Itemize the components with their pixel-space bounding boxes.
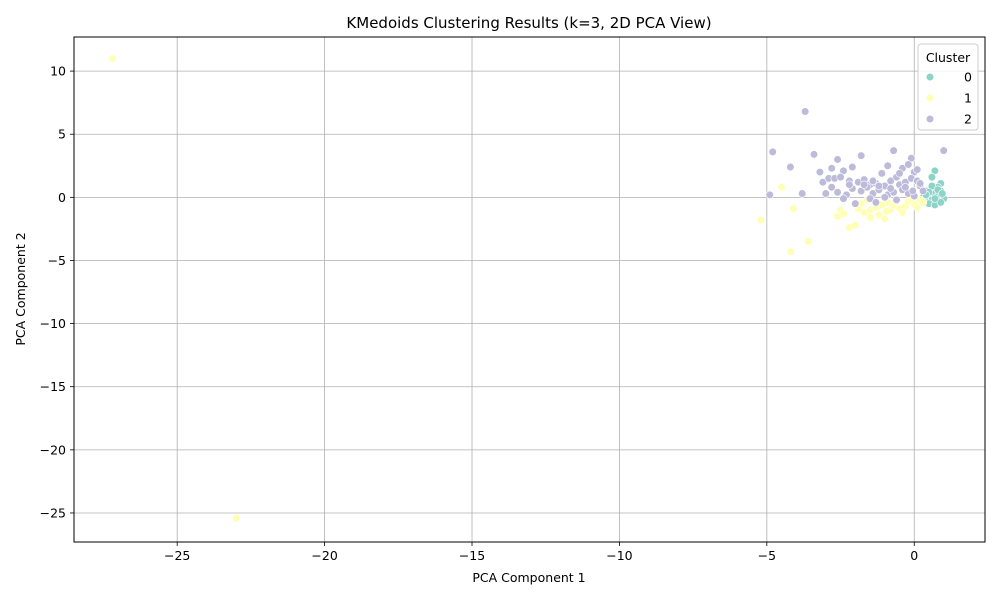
x-axis-label: PCA Component 1 [472, 570, 585, 585]
data-point-cluster-2 [821, 189, 830, 198]
y-tick-label: −10 [40, 316, 66, 331]
plot-frame [73, 36, 986, 543]
data-point-cluster-2 [798, 189, 807, 198]
data-point-cluster-2 [892, 195, 901, 204]
y-tick-label: −5 [48, 253, 66, 268]
y-tick-label: −20 [40, 442, 66, 457]
x-tick-label: −15 [459, 548, 485, 563]
data-point-cluster-2 [886, 184, 895, 193]
data-point-cluster-1 [232, 513, 241, 523]
y-tick-label: −15 [40, 379, 66, 394]
y-tick-label: 10 [50, 64, 66, 79]
grid-lines [74, 37, 985, 542]
data-point-cluster-2 [827, 183, 836, 192]
data-point-cluster-2 [809, 150, 819, 159]
legend: Cluster 0 1 2 [917, 43, 979, 131]
data-point-cluster-2 [833, 188, 842, 197]
data-point-cluster-2 [868, 176, 878, 186]
data-point-cluster-2 [857, 151, 866, 160]
data-point-cluster-2 [768, 147, 777, 156]
y-tick-label: −25 [40, 505, 66, 520]
data-point-cluster-2 [908, 186, 917, 196]
legend-label-cluster-0: 0 [964, 70, 972, 85]
y-axis-label: PCA Component 2 [13, 232, 28, 345]
data-point-cluster-2 [904, 160, 913, 169]
data-point-cluster-1 [874, 210, 883, 220]
data-point-cluster-2 [833, 155, 842, 164]
x-axis-ticks: −25 −20 −15 −10 −5 0 [164, 542, 918, 563]
data-point-cluster-2 [845, 180, 854, 189]
data-point-cluster-2 [765, 190, 774, 199]
x-tick-label: −5 [758, 548, 776, 563]
legend-box [917, 43, 979, 131]
data-point-cluster-1 [777, 183, 786, 192]
data-point-cluster-2 [860, 180, 869, 189]
data-point-cluster-2 [818, 178, 827, 187]
legend-marker-cluster-0 [925, 72, 935, 82]
data-point-cluster-1 [918, 198, 928, 207]
data-point-cluster-2 [836, 173, 845, 182]
data-point-cluster-0 [927, 173, 937, 182]
data-point-cluster-2 [874, 181, 883, 191]
data-point-cluster-2 [883, 161, 892, 170]
data-point-cluster-1 [865, 213, 875, 222]
legend-entries: 0 1 2 [925, 70, 972, 127]
data-point-cluster-2 [880, 193, 889, 202]
data-point-cluster-2 [918, 186, 928, 196]
data-point-cluster-2 [889, 146, 898, 155]
data-point-cluster-0 [938, 189, 947, 198]
legend-marker-cluster-1 [925, 93, 935, 103]
plot-area [74, 37, 985, 542]
x-tick-label: 0 [910, 548, 918, 563]
legend-title: Cluster [926, 50, 971, 65]
data-point-cluster-2 [916, 179, 925, 188]
data-point-cluster-1 [880, 214, 889, 223]
legend-label-cluster-1: 1 [964, 91, 972, 106]
data-point-cluster-2 [815, 167, 824, 177]
x-tick-label: −10 [606, 548, 632, 563]
y-tick-label: 5 [58, 127, 66, 142]
data-point-cluster-0 [930, 194, 939, 203]
data-point-cluster-1 [839, 209, 848, 218]
legend-label-cluster-2: 2 [964, 112, 972, 127]
data-point-cluster-1 [882, 207, 891, 216]
data-point-cluster-1 [789, 204, 798, 213]
data-point-cluster-1 [804, 237, 813, 246]
data-point-cluster-2 [871, 198, 881, 207]
data-point-cluster-2 [913, 165, 922, 174]
data-point-cluster-2 [895, 169, 904, 178]
x-tick-label: −20 [311, 548, 337, 563]
data-point-cluster-1 [786, 247, 795, 256]
legend-marker-cluster-2 [925, 114, 935, 124]
data-point-cluster-1 [851, 221, 860, 230]
data-point-cluster-1 [756, 215, 766, 225]
x-tick-label: −25 [164, 548, 190, 563]
data-point-cluster-2 [851, 199, 860, 208]
data-point-cluster-2 [939, 146, 948, 155]
data-point-cluster-1 [108, 54, 117, 63]
data-point-cluster-2 [827, 164, 836, 173]
y-axis-ticks: 10 5 0 −5 −10 −15 −20 −25 [40, 64, 74, 520]
data-point-cluster-2 [865, 194, 875, 203]
data-point-cluster-2 [801, 107, 810, 116]
data-point-cluster-2 [848, 162, 857, 172]
data-point-cluster-2 [839, 194, 848, 203]
data-point-cluster-2 [901, 183, 910, 192]
data-point-cluster-2 [877, 169, 886, 178]
y-tick-label: 0 [58, 190, 66, 205]
data-point-cluster-2 [786, 162, 795, 172]
data-points [108, 54, 948, 523]
data-point-cluster-0 [936, 198, 945, 207]
chart-title: KMedoids Clustering Results (k=3, 2D PCA… [346, 14, 711, 32]
data-point-cluster-1 [913, 203, 922, 212]
